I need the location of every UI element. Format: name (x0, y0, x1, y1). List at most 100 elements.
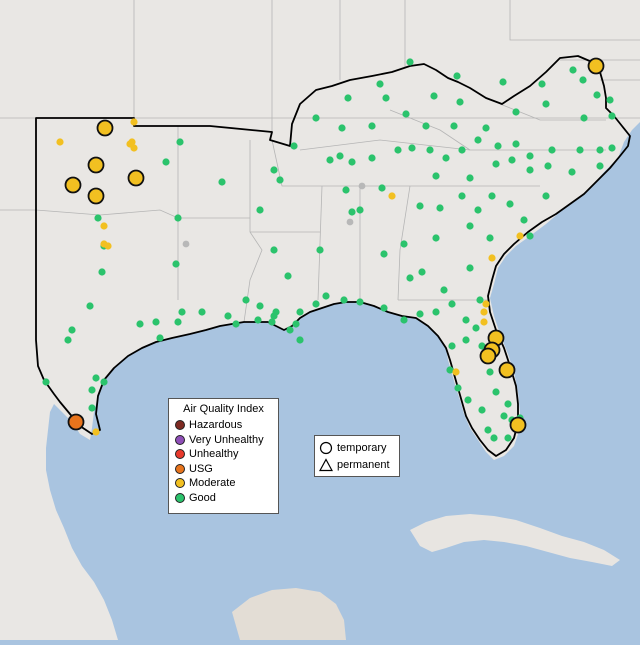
moderate-temporary-monitor[interactable] (87, 156, 105, 174)
good-monitor-dot[interactable] (368, 154, 376, 162)
good-monitor-dot[interactable] (453, 72, 461, 80)
moderate-monitor-dot[interactable] (104, 242, 112, 250)
good-monitor-dot[interactable] (458, 192, 466, 200)
good-monitor-dot[interactable] (456, 98, 464, 106)
good-monitor-dot[interactable] (436, 204, 444, 212)
good-monitor-dot[interactable] (224, 312, 232, 320)
good-monitor-dot[interactable] (400, 316, 408, 324)
moderate-monitor-dot[interactable] (130, 118, 138, 126)
good-monitor-dot[interactable] (448, 342, 456, 350)
good-monitor-dot[interactable] (406, 274, 414, 282)
moderate-temporary-monitor[interactable] (479, 347, 497, 365)
good-monitor-dot[interactable] (378, 184, 386, 192)
good-monitor-dot[interactable] (290, 142, 298, 150)
good-monitor-dot[interactable] (342, 186, 350, 194)
good-monitor-dot[interactable] (432, 172, 440, 180)
good-monitor-dot[interactable] (174, 214, 182, 222)
good-monitor-dot[interactable] (400, 240, 408, 248)
good-monitor-dot[interactable] (88, 404, 96, 412)
good-monitor-dot[interactable] (198, 308, 206, 316)
good-monitor-dot[interactable] (368, 122, 376, 130)
good-monitor-dot[interactable] (526, 152, 534, 160)
good-monitor-dot[interactable] (596, 146, 604, 154)
usg-temporary-monitor[interactable] (67, 413, 85, 431)
good-monitor-dot[interactable] (478, 406, 486, 414)
good-monitor-dot[interactable] (406, 58, 414, 66)
good-monitor-dot[interactable] (568, 168, 576, 176)
good-monitor-dot[interactable] (464, 396, 472, 404)
good-monitor-dot[interactable] (178, 308, 186, 316)
good-monitor-dot[interactable] (482, 124, 490, 132)
good-monitor-dot[interactable] (569, 66, 577, 74)
good-monitor-dot[interactable] (450, 122, 458, 130)
good-monitor-dot[interactable] (418, 268, 426, 276)
good-monitor-dot[interactable] (478, 342, 486, 350)
good-monitor-dot[interactable] (256, 206, 264, 214)
good-monitor-dot[interactable] (430, 92, 438, 100)
good-monitor-dot[interactable] (316, 246, 324, 254)
good-monitor-dot[interactable] (432, 234, 440, 242)
good-monitor-dot[interactable] (576, 146, 584, 154)
good-monitor-dot[interactable] (476, 296, 484, 304)
good-monitor-dot[interactable] (348, 208, 356, 216)
good-monitor-dot[interactable] (174, 318, 182, 326)
moderate-monitor-dot[interactable] (92, 428, 100, 436)
good-monitor-dot[interactable] (508, 156, 516, 164)
good-monitor-dot[interactable] (98, 268, 106, 276)
good-monitor-dot[interactable] (394, 146, 402, 154)
good-monitor-dot[interactable] (64, 336, 72, 344)
good-monitor-dot[interactable] (422, 122, 430, 130)
moderate-temporary-monitor[interactable] (587, 57, 605, 75)
good-monitor-dot[interactable] (408, 144, 416, 152)
good-monitor-dot[interactable] (156, 334, 164, 342)
good-monitor-dot[interactable] (376, 80, 384, 88)
good-monitor-dot[interactable] (382, 94, 390, 102)
good-monitor-dot[interactable] (538, 80, 546, 88)
moderate-temporary-monitor[interactable] (64, 176, 82, 194)
good-monitor-dot[interactable] (466, 174, 474, 182)
good-monitor-dot[interactable] (270, 246, 278, 254)
good-monitor-dot[interactable] (579, 76, 587, 84)
good-monitor-dot[interactable] (462, 316, 470, 324)
good-monitor-dot[interactable] (152, 318, 160, 326)
good-monitor-dot[interactable] (488, 192, 496, 200)
good-monitor-dot[interactable] (500, 412, 508, 420)
good-monitor-dot[interactable] (432, 308, 440, 316)
good-monitor-dot[interactable] (520, 216, 528, 224)
good-monitor-dot[interactable] (322, 292, 330, 300)
good-monitor-dot[interactable] (474, 136, 482, 144)
good-monitor-dot[interactable] (512, 108, 520, 116)
good-monitor-dot[interactable] (356, 206, 364, 214)
good-monitor-dot[interactable] (380, 304, 388, 312)
good-monitor-dot[interactable] (542, 192, 550, 200)
good-monitor-dot[interactable] (338, 124, 346, 132)
good-monitor-dot[interactable] (606, 96, 614, 104)
good-monitor-dot[interactable] (442, 154, 450, 162)
good-monitor-dot[interactable] (176, 138, 184, 146)
moderate-temporary-monitor[interactable] (498, 361, 516, 379)
good-monitor-dot[interactable] (454, 384, 462, 392)
good-monitor-dot[interactable] (446, 366, 454, 374)
unclassified-monitor-dot[interactable] (346, 218, 354, 226)
moderate-monitor-dot[interactable] (56, 138, 64, 146)
good-monitor-dot[interactable] (292, 320, 300, 328)
good-monitor-dot[interactable] (344, 94, 352, 102)
unclassified-monitor-dot[interactable] (358, 182, 366, 190)
moderate-monitor-dot[interactable] (488, 254, 496, 262)
good-monitor-dot[interactable] (402, 110, 410, 118)
good-monitor-dot[interactable] (254, 316, 262, 324)
good-monitor-dot[interactable] (268, 318, 276, 326)
good-monitor-dot[interactable] (232, 320, 240, 328)
good-monitor-dot[interactable] (218, 178, 226, 186)
good-monitor-dot[interactable] (270, 166, 278, 174)
good-monitor-dot[interactable] (256, 302, 264, 310)
good-monitor-dot[interactable] (312, 300, 320, 308)
good-monitor-dot[interactable] (416, 310, 424, 318)
good-monitor-dot[interactable] (136, 320, 144, 328)
good-monitor-dot[interactable] (86, 302, 94, 310)
moderate-temporary-monitor[interactable] (509, 416, 527, 434)
good-monitor-dot[interactable] (458, 146, 466, 154)
good-monitor-dot[interactable] (486, 234, 494, 242)
good-monitor-dot[interactable] (296, 336, 304, 344)
moderate-monitor-dot[interactable] (480, 318, 488, 326)
